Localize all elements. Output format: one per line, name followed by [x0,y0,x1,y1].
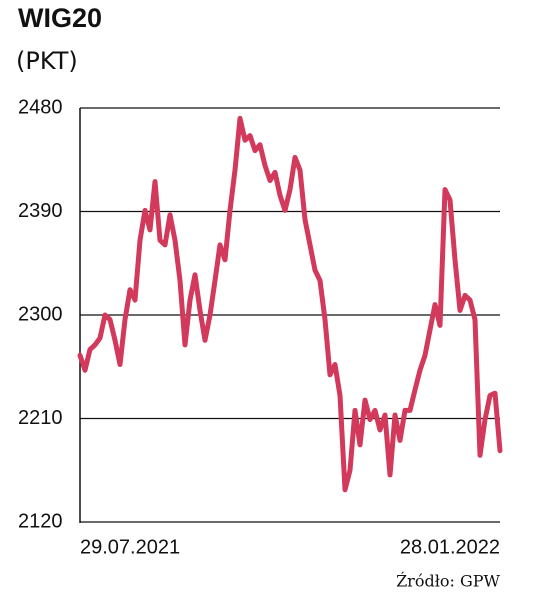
source: Źródło: GPW [396,571,500,591]
y-tick-label: 2210 [18,407,63,429]
y-tick-label: 2480 [18,96,63,118]
y-tick-label: 2390 [18,200,63,222]
chart-title: WIG20 [18,3,102,33]
x-tick-label: 29.07.2021 [80,536,180,558]
chart-subtitle: (PKT) [16,47,78,75]
series-line [77,115,503,493]
y-tick-label: 2300 [18,303,63,325]
y-tick-label: 2120 [18,510,63,532]
x-tick-label: 28.01.2022 [400,536,500,558]
